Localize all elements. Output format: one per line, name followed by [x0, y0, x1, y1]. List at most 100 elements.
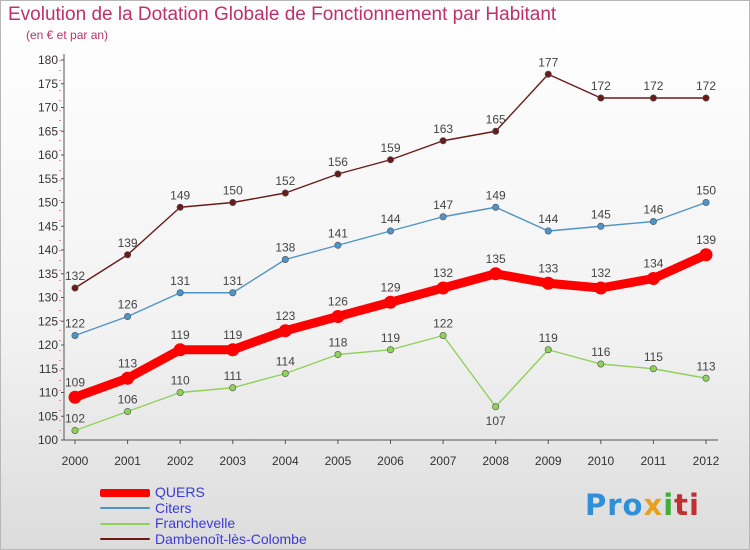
data-label: 152 — [275, 174, 295, 188]
x-tick-label: 2006 — [377, 454, 404, 468]
data-point — [176, 388, 184, 396]
data-point — [278, 324, 292, 338]
data-point — [176, 289, 184, 297]
data-point — [541, 276, 555, 290]
y-tick-label: 100 — [38, 433, 58, 447]
x-tick-label: 2000 — [62, 454, 89, 468]
data-point — [124, 251, 132, 259]
legend-label: Dambenoît-lès-Colombe — [155, 530, 307, 547]
data-point — [71, 284, 79, 292]
data-point — [71, 426, 79, 434]
data-label: 106 — [118, 393, 138, 407]
data-point — [544, 346, 552, 354]
legend-item: Franchevelle — [100, 516, 307, 532]
data-point — [334, 241, 342, 249]
data-point — [492, 203, 500, 211]
legend-swatch — [100, 538, 150, 541]
data-label: 126 — [328, 295, 348, 309]
data-label: 144 — [380, 212, 400, 226]
data-point — [594, 281, 608, 295]
data-label: 144 — [538, 212, 558, 226]
data-label: 159 — [380, 141, 400, 155]
data-point — [229, 384, 237, 392]
data-label: 107 — [486, 414, 506, 428]
data-point — [124, 407, 132, 415]
logo-part-2: x — [643, 488, 664, 522]
x-tick-label: 2003 — [219, 454, 246, 468]
data-label: 119 — [223, 328, 242, 342]
data-label: 123 — [275, 309, 295, 323]
data-label: 147 — [433, 198, 453, 212]
data-point — [121, 371, 135, 385]
y-tick-label: 160 — [38, 148, 58, 162]
data-point — [68, 390, 82, 404]
data-label: 138 — [275, 241, 295, 255]
y-tick-label: 140 — [38, 243, 58, 257]
y-tick-label: 150 — [38, 196, 58, 210]
data-point — [386, 156, 394, 164]
data-label: 177 — [538, 55, 558, 69]
data-point — [331, 310, 345, 323]
data-label: 132 — [591, 266, 611, 280]
data-point — [334, 170, 342, 178]
data-point — [492, 403, 500, 411]
legend-swatch — [100, 507, 150, 510]
data-label: 156 — [328, 155, 348, 169]
chart-legend: QUERS Citers Franchevelle Dambenoît-lès-Col… — [100, 485, 307, 547]
data-point — [597, 360, 605, 368]
x-tick-label: 2007 — [430, 454, 457, 468]
legend-item: Citers — [100, 500, 307, 517]
data-point — [334, 350, 342, 358]
legend-swatch — [100, 522, 150, 525]
data-point — [699, 248, 713, 262]
data-point — [281, 255, 289, 263]
data-point — [649, 365, 657, 373]
data-point — [384, 295, 397, 309]
data-label: 122 — [65, 317, 85, 331]
data-label: 149 — [486, 188, 506, 202]
data-point — [492, 127, 500, 135]
data-label: 150 — [223, 184, 243, 198]
data-point — [226, 343, 240, 357]
data-label: 109 — [65, 375, 85, 389]
data-label: 149 — [170, 188, 190, 202]
data-label: 113 — [696, 359, 715, 373]
data-point — [597, 222, 605, 230]
data-label: 135 — [486, 252, 506, 266]
data-point — [281, 189, 289, 197]
data-label: 116 — [591, 345, 610, 359]
data-label: 172 — [696, 79, 716, 93]
data-label: 115 — [644, 350, 663, 364]
data-label: 110 — [171, 374, 190, 388]
data-label: 139 — [696, 233, 716, 247]
data-label: 122 — [433, 317, 453, 331]
chart-subtitle: (en € et par an) — [26, 28, 109, 42]
data-point — [646, 272, 660, 285]
data-point — [439, 331, 447, 339]
data-label: 129 — [380, 280, 400, 294]
series-line-dambeno-t-l-s-colombe — [74, 73, 707, 289]
x-tick-label: 2002 — [167, 454, 194, 468]
data-label: 165 — [486, 112, 506, 126]
data-point — [702, 94, 710, 102]
y-tick-label: 170 — [38, 101, 58, 115]
y-tick-label: 180 — [38, 53, 58, 67]
data-label: 111 — [224, 369, 243, 383]
data-point — [544, 70, 552, 78]
data-label: 131 — [170, 274, 190, 288]
legend-swatch — [100, 488, 150, 497]
y-tick-label: 120 — [38, 338, 58, 352]
data-label: 145 — [591, 207, 611, 221]
data-label: 134 — [643, 257, 663, 271]
logo-part-1: Pro — [585, 488, 644, 522]
y-tick-label: 105 — [38, 409, 58, 423]
y-tick-label: 165 — [38, 124, 58, 138]
legend-item: QUERS — [100, 485, 307, 501]
data-point — [71, 331, 79, 339]
y-tick-label: 155 — [38, 172, 58, 186]
data-label: 139 — [118, 236, 138, 250]
legend-label: QUERS — [155, 484, 205, 501]
data-label: 102 — [65, 412, 85, 426]
data-label: 172 — [643, 79, 663, 93]
data-point — [386, 346, 394, 354]
